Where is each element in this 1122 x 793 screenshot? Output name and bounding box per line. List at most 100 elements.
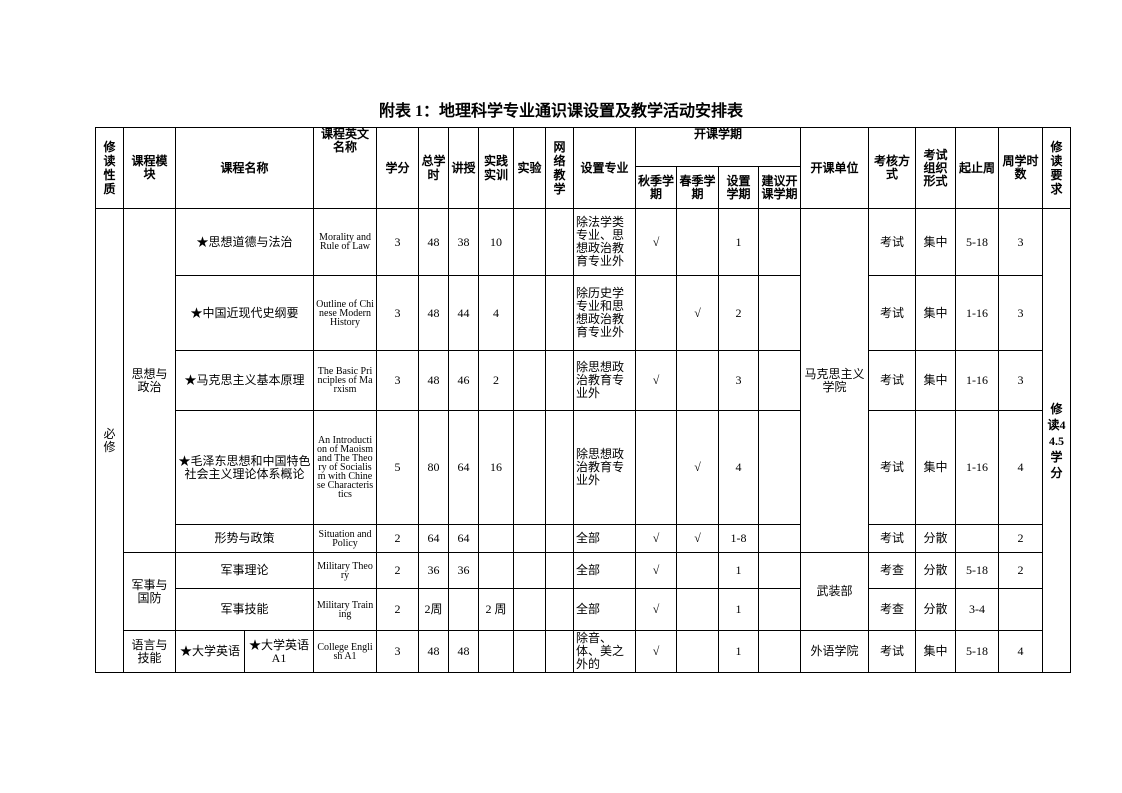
online-cell xyxy=(545,588,575,631)
online-cell xyxy=(545,524,575,553)
weekly-cell: 3 xyxy=(998,208,1044,276)
total-cell: 48 xyxy=(418,630,450,673)
table-row: 形势与政策 Situation and Policy 2 64 64 全部 √ √ 1-8 考试分… xyxy=(96,524,1071,553)
course-name: 军事理论 xyxy=(174,552,315,589)
unit-cell: 外语学院 xyxy=(800,630,870,673)
total-cell: 48 xyxy=(418,275,450,351)
weekly-cell: 3 xyxy=(998,275,1044,351)
header-weekly-hours: 周学时数 xyxy=(998,127,1044,209)
header-autumn: 秋季学期 xyxy=(635,166,678,209)
page-title: 附表 1：地理科学专业通识课设置及教学活动安排表 xyxy=(378,103,743,120)
majors-cell: 除音、体、美之外的 xyxy=(573,630,637,673)
experiment-cell xyxy=(513,410,547,525)
suggest-cell xyxy=(758,630,802,673)
credits-cell: 5 xyxy=(376,410,420,525)
suggest-cell xyxy=(758,208,802,276)
table-row: 必修 思想与政治 ★思想道德与法治 Morality and Rule of Law 3… xyxy=(95,208,1072,673)
majors-cell: 除思想政治教育专业外 xyxy=(573,350,637,411)
header-suggest-semester: 建议开课学期 xyxy=(758,166,802,209)
autumn-cell: √ xyxy=(635,208,678,276)
module-cell: 语言与技能 xyxy=(123,630,176,673)
form-cell: 分散 xyxy=(915,552,957,589)
header-semester-group: 开课学期 xyxy=(635,127,802,167)
weeks-cell: 5-18 xyxy=(955,630,1000,673)
form-cell: 集中 xyxy=(915,275,957,351)
weeks-cell: 1-16 xyxy=(955,410,1000,525)
autumn-cell xyxy=(635,410,678,525)
weeks-cell: 1-16 xyxy=(955,275,1000,351)
header-name: 课程名称 xyxy=(174,127,315,209)
credits-cell: 2 xyxy=(376,552,420,589)
suggest-cell xyxy=(758,410,802,525)
lecture-cell: 44 xyxy=(448,275,480,351)
weekly-cell: 4 xyxy=(998,630,1044,673)
online-cell xyxy=(545,275,575,351)
weeks-cell: 5-18 xyxy=(955,552,1000,589)
spring-cell: √ xyxy=(676,524,720,553)
suggest-cell xyxy=(758,588,802,631)
assess-cell: 考查 xyxy=(868,588,917,631)
practice-cell: 16 xyxy=(478,410,515,525)
autumn-cell: √ xyxy=(635,630,678,673)
weeks-cell: 1-16 xyxy=(955,350,1000,411)
total-cell: 2周 xyxy=(418,588,450,631)
table-row: 军事与国防 军事理论 Military Theory 2 36 36 全部 √ 1 武装部 考查 分散… xyxy=(96,552,1071,631)
autumn-cell xyxy=(635,275,678,351)
suggest-cell xyxy=(758,552,802,589)
lecture-cell: 64 xyxy=(448,410,480,525)
assess-cell: 考试 xyxy=(868,630,917,673)
table-row: 军事技能 Military Training 2 2周 2 周 全部 √ 1 考查 分散 3-4 xyxy=(96,588,1071,631)
autumn-cell: √ xyxy=(635,552,678,589)
course-en-name: Military Theory xyxy=(313,552,378,589)
spring-cell: √ xyxy=(676,410,720,525)
course-en-name: Situation and Policy xyxy=(313,524,378,553)
spring-cell xyxy=(676,552,720,589)
form-cell: 集中 xyxy=(915,410,957,525)
set-cell: 4 xyxy=(718,410,760,525)
weekly-cell: 2 xyxy=(998,524,1044,553)
module-cell: 军事与国防 xyxy=(123,552,176,631)
set-cell: 1 xyxy=(718,630,760,673)
header-exam-form: 考试组织形式 xyxy=(915,127,957,209)
set-cell: 1 xyxy=(718,552,760,589)
practice-cell xyxy=(478,524,515,553)
lecture-cell: 36 xyxy=(448,552,480,589)
course-name: 形势与政策 xyxy=(174,524,315,553)
total-cell: 36 xyxy=(418,552,450,589)
autumn-cell: √ xyxy=(635,350,678,411)
header-weeks: 起止周 xyxy=(955,127,1000,209)
weekly-cell: 2 xyxy=(998,552,1044,589)
spring-cell xyxy=(676,208,720,276)
header-credits: 学分 xyxy=(376,127,420,209)
credits-cell: 2 xyxy=(376,588,420,631)
suggest-cell xyxy=(758,275,802,351)
spring-cell xyxy=(676,588,720,631)
suggest-cell xyxy=(758,524,802,553)
weeks-cell: 5-18 xyxy=(955,208,1000,276)
header-lecture: 讲授 xyxy=(448,127,480,209)
assess-cell: 考试 xyxy=(868,410,917,525)
form-cell: 集中 xyxy=(915,208,957,276)
suggest-cell xyxy=(758,350,802,411)
experiment-cell xyxy=(513,524,547,553)
practice-cell xyxy=(478,552,515,589)
spring-cell: √ xyxy=(676,275,720,351)
weeks-cell: 3-4 xyxy=(955,588,1000,631)
course-table: 修读性质 课程模块 课程名称 课程英文名称 学分 总学时 讲授 实践实训 实验 … xyxy=(95,127,1072,673)
lecture-cell xyxy=(448,588,480,631)
assess-cell: 考试 xyxy=(868,275,917,351)
set-cell: 3 xyxy=(718,350,760,411)
table-row: ★马克思主义基本原理 The Basic Principles of Marxis… xyxy=(96,350,1071,411)
course-en-name: An Introduction of Maoism and The Theory… xyxy=(313,410,378,525)
majors-cell: 全部 xyxy=(573,524,637,553)
module-cell: 思想与政治 xyxy=(123,208,176,553)
total-cell: 48 xyxy=(418,208,450,276)
course-name: ★大学英语A1 xyxy=(243,630,315,673)
assess-cell: 考试 xyxy=(868,524,917,553)
header-experiment: 实验 xyxy=(513,127,547,209)
header-requirement: 修读要求 xyxy=(1042,127,1072,209)
spring-cell xyxy=(676,630,720,673)
majors-cell: 除法学类专业、思想政治教育专业外 xyxy=(573,208,637,276)
header-majors: 设置专业 xyxy=(573,127,637,209)
lecture-cell: 38 xyxy=(448,208,480,276)
